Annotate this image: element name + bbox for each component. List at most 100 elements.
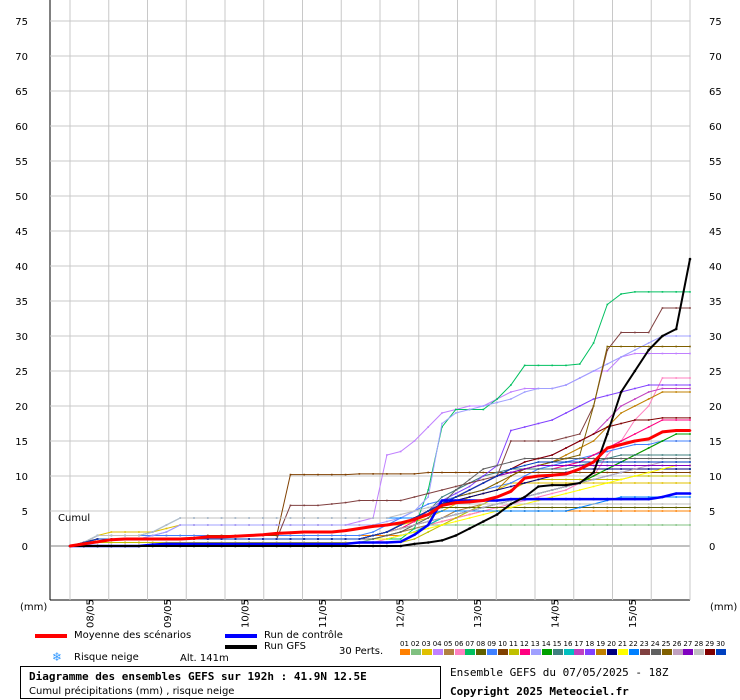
perturbation-point	[510, 499, 512, 502]
series-point	[537, 485, 540, 488]
perturbation-point	[661, 503, 664, 505]
perturbation-point	[647, 457, 650, 460]
x-day-label: 09/05	[163, 599, 174, 628]
perturbation-point	[592, 440, 595, 442]
perturbation-point	[234, 524, 237, 526]
pert-legend-swatch	[432, 649, 443, 655]
legend-mean-swatch	[35, 634, 67, 638]
perturbation-point	[551, 510, 554, 512]
perturbation-point	[606, 349, 609, 351]
perturbation-point	[151, 541, 154, 544]
y-tick-label-left: 30	[15, 332, 28, 343]
series-point	[674, 327, 678, 331]
series-point	[344, 542, 347, 546]
pert-legend-number: 11	[509, 640, 518, 648]
y-tick-label-left: 75	[15, 17, 28, 28]
series-point	[371, 541, 375, 544]
series-point	[592, 471, 595, 474]
y-tick-label-left: 65	[15, 87, 28, 98]
y-tick-label-left: 35	[15, 297, 28, 308]
perturbation-point	[647, 496, 650, 498]
series-point	[633, 497, 637, 501]
perturbation-point	[110, 541, 113, 544]
perturbation-point	[634, 419, 636, 421]
perturbation-point	[620, 345, 622, 348]
perturbation-point	[220, 541, 223, 544]
perturbation-point	[303, 541, 306, 544]
perturbation-point	[413, 520, 416, 523]
series-point	[206, 535, 210, 539]
perturbation-point	[565, 506, 567, 509]
series-point	[330, 544, 334, 548]
series-point	[509, 490, 513, 493]
perturbation-point	[537, 499, 540, 502]
pert-legend-number: 23	[639, 640, 649, 648]
perturbation-point	[510, 398, 512, 400]
perturbation-point	[468, 471, 471, 474]
series-point	[495, 495, 499, 499]
perturbation-point	[179, 534, 182, 537]
series-point	[358, 541, 361, 544]
perturbation-point	[496, 475, 498, 477]
series-point	[564, 497, 568, 501]
perturbation-line-13	[69, 335, 690, 547]
perturbation-point	[165, 541, 168, 544]
perturbation-point	[110, 534, 113, 537]
pert-legend-swatch	[465, 649, 476, 655]
perturbation-point	[592, 468, 595, 470]
perturbation-point	[248, 524, 250, 526]
perturbation-point	[289, 534, 292, 537]
perturbation-point	[689, 433, 691, 435]
series-point	[261, 533, 265, 537]
perturbation-point	[427, 492, 430, 495]
perturbation-point	[454, 412, 457, 414]
y-tick-label-left: 25	[15, 367, 28, 378]
perturbation-point	[661, 307, 664, 309]
y-tick-label-left: 40	[15, 262, 28, 273]
perturbation-point	[661, 417, 664, 419]
perturbation-point	[620, 471, 622, 474]
perturbation-point	[386, 520, 388, 523]
series-point	[137, 537, 141, 541]
perturbation-point	[565, 489, 567, 491]
perturbation-point	[234, 517, 237, 519]
perturbation-point	[454, 513, 457, 516]
series-point	[220, 535, 223, 539]
perturbation-point	[289, 517, 292, 519]
perturbation-point	[165, 524, 168, 526]
perturbation-point	[454, 506, 457, 509]
perturbation-point	[661, 475, 664, 477]
series-point	[661, 495, 664, 499]
series-point	[426, 523, 430, 527]
y-tick-label-right: 15	[709, 437, 722, 448]
perturbation-point	[661, 457, 664, 460]
perturbation-point	[634, 349, 636, 351]
perturbation-point	[399, 531, 402, 533]
series-point	[151, 544, 154, 548]
x-day-label: 13/05	[473, 599, 484, 628]
perturbation-point	[661, 524, 664, 526]
series-point	[440, 499, 444, 502]
perturbation-point	[661, 461, 664, 463]
series-point	[289, 531, 292, 534]
perturbation-point	[468, 492, 471, 495]
perturbation-point	[606, 464, 609, 467]
perturbation-point	[399, 538, 402, 540]
cumul-label: Cumul	[58, 513, 90, 524]
perturbation-point	[537, 464, 540, 467]
series-point	[302, 544, 306, 548]
perturbation-point	[675, 510, 678, 512]
y-tick-label-left: 5	[22, 507, 28, 518]
y-tick-label-right: 55	[709, 157, 722, 168]
perturbation-point	[620, 524, 622, 526]
perturbation-point	[578, 433, 581, 435]
perturbation-point	[647, 447, 650, 449]
series-point	[358, 527, 361, 530]
perturbation-point	[275, 534, 278, 537]
perturbation-point	[647, 461, 650, 463]
perturbation-point	[454, 510, 457, 512]
perturbation-point	[496, 503, 498, 505]
perturbation-point	[413, 473, 416, 475]
series-point	[247, 542, 251, 546]
perturbation-point	[647, 342, 650, 344]
